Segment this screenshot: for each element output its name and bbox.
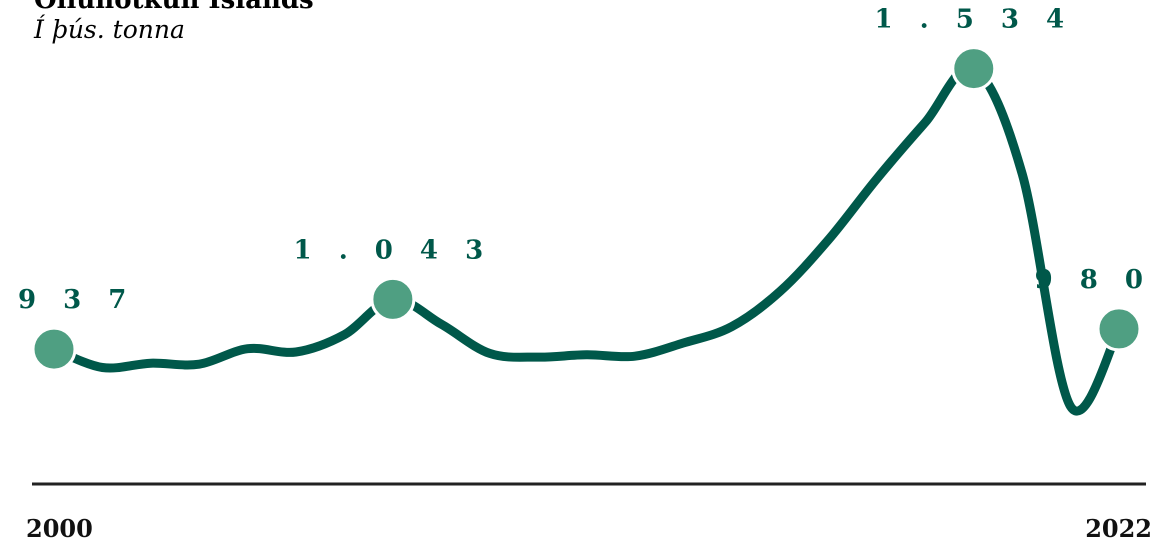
series-line: [49, 63, 1124, 416]
x-tick-labels: 2000 2022: [26, 514, 1152, 539]
data-labels: 9 3 7 1 . 0 4 3 1 . 5 3 4 9 8 0: [18, 5, 1152, 316]
data-marker-2019: [951, 46, 997, 92]
data-marker-2007: [370, 276, 416, 322]
chart-subtitle: Í þús. tonna: [34, 15, 185, 44]
data-label-2000: 9 3 7: [18, 285, 135, 315]
data-label-2019: 1 . 5 3 4: [874, 5, 1073, 35]
x-tick-label-2022: 2022: [1085, 514, 1152, 539]
data-markers: [31, 46, 1142, 372]
chart-title: Olíunotkun Íslands: [34, 0, 314, 15]
data-label-2007: 1 . 0 4 3: [294, 235, 493, 265]
data-marker-2000: [31, 326, 77, 372]
data-label-2022: 9 8 0: [1035, 265, 1152, 295]
x-tick-label-2000: 2000: [26, 514, 93, 539]
data-marker-2022: [1096, 306, 1142, 352]
